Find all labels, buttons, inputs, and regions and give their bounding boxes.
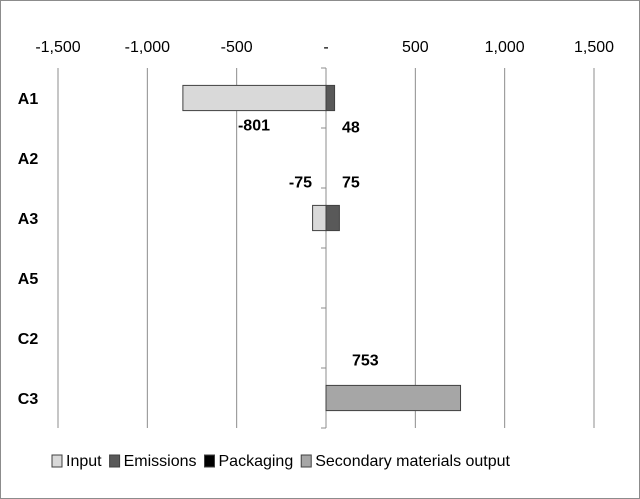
x-tick-label: 500 (402, 39, 429, 56)
category-label: A5 (18, 271, 39, 288)
category-label: A3 (18, 211, 39, 228)
x-tick-label: -1,500 (35, 39, 80, 56)
bar-input-a1 (182, 84, 327, 112)
legend-swatch (109, 454, 121, 468)
legend-label: Input (66, 453, 102, 470)
category-label: C3 (18, 391, 39, 408)
category-label: A2 (18, 151, 39, 168)
data-label: 48 (342, 120, 360, 137)
legend-swatch (300, 454, 312, 468)
category-axis (321, 67, 327, 429)
category-labels: A1 A2 A3 A5 C2 C3 (18, 91, 39, 408)
bars (182, 84, 462, 412)
category-label: A1 (18, 91, 39, 108)
data-label: 75 (342, 174, 360, 191)
gridlines (57, 68, 595, 428)
legend-label: Emissions (124, 453, 197, 470)
legend-swatch (51, 454, 63, 468)
data-label: 753 (352, 352, 379, 369)
legend-swatch (204, 454, 215, 468)
x-axis-tick-labels: -1,500 -1,000 -500-500 1,000 1,500 (35, 39, 614, 56)
legend-label: Packaging (219, 453, 294, 470)
x-tick-label: 1,000 (485, 39, 525, 56)
data-labels: -801 48 -75 75 753 (238, 118, 379, 370)
x-tick-label: - (323, 39, 328, 56)
bar-emissions-a1 (325, 84, 336, 112)
bar-emissions-a3 (325, 204, 340, 232)
x-tick-label: -500 (221, 39, 253, 56)
x-tick-label: 1,500 (574, 39, 614, 56)
legend-label: Secondary materials output (315, 453, 510, 470)
data-label: -801 (238, 118, 270, 135)
data-label: -75 (289, 174, 312, 191)
bar-input-a3 (312, 204, 327, 232)
x-tick-label: -1,000 (125, 39, 170, 56)
legend: Input Emissions Packaging Secondary materia… (51, 453, 511, 470)
bar-secondary-materials-output-c3 (325, 384, 462, 412)
category-label: C2 (18, 331, 39, 348)
